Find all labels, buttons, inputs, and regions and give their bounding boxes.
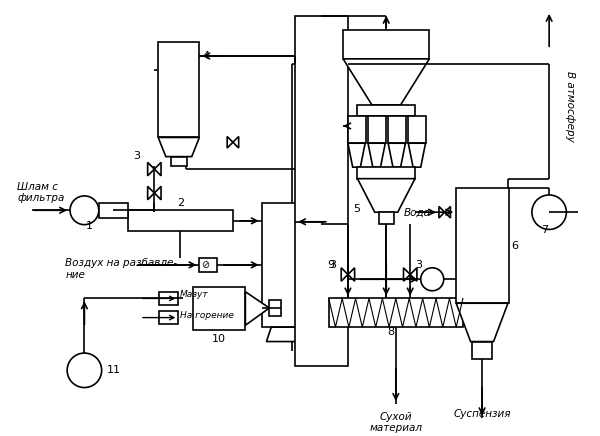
Polygon shape (368, 143, 385, 167)
Polygon shape (388, 143, 406, 167)
Polygon shape (154, 162, 161, 176)
Polygon shape (410, 268, 417, 281)
Bar (159, 292, 178, 305)
Text: 11: 11 (106, 365, 121, 375)
Text: Воздух на разбавле-
ние: Воздух на разбавле- ние (65, 258, 178, 280)
Circle shape (421, 268, 444, 291)
Bar (379, 212, 394, 224)
Polygon shape (154, 186, 161, 200)
Polygon shape (408, 143, 425, 167)
Text: 8: 8 (388, 327, 395, 337)
Text: 4: 4 (202, 51, 209, 61)
Bar (262, 203, 324, 327)
Bar (358, 167, 415, 179)
Text: На горение: На горение (180, 311, 234, 320)
Bar (348, 116, 366, 143)
Text: Суспензия: Суспензия (454, 409, 511, 419)
Bar (158, 41, 199, 137)
Bar (408, 116, 427, 143)
Bar (456, 188, 509, 303)
Polygon shape (445, 207, 451, 218)
Text: Шлам с
фильтра: Шлам с фильтра (17, 181, 65, 203)
Bar (295, 16, 348, 365)
Polygon shape (348, 143, 365, 167)
Text: В атмосферу: В атмосферу (565, 72, 575, 142)
Polygon shape (439, 207, 445, 218)
Text: 7: 7 (541, 225, 548, 235)
Bar (128, 210, 233, 232)
Text: ⊘: ⊘ (202, 260, 209, 270)
Polygon shape (233, 136, 239, 148)
Circle shape (532, 195, 566, 229)
Bar (343, 30, 430, 59)
Polygon shape (158, 137, 199, 157)
Bar (358, 105, 415, 116)
Text: Вода: Вода (403, 207, 430, 217)
Polygon shape (245, 292, 269, 325)
Bar (388, 116, 406, 143)
Circle shape (70, 196, 99, 225)
Polygon shape (341, 268, 348, 281)
Bar (170, 157, 187, 166)
Polygon shape (148, 162, 154, 176)
Text: 9: 9 (327, 260, 334, 270)
Text: 10: 10 (212, 334, 226, 344)
Polygon shape (343, 59, 430, 105)
Text: Мазут: Мазут (180, 290, 209, 299)
Polygon shape (358, 179, 415, 212)
Text: 5: 5 (353, 204, 360, 214)
Bar (269, 300, 281, 316)
Bar (472, 341, 491, 359)
Polygon shape (403, 268, 410, 281)
Polygon shape (227, 136, 233, 148)
Bar (368, 116, 386, 143)
Text: 6: 6 (511, 241, 518, 251)
Text: 3: 3 (415, 260, 422, 270)
Polygon shape (348, 268, 355, 281)
Polygon shape (456, 303, 508, 341)
Bar (199, 258, 217, 272)
Text: 2: 2 (176, 198, 184, 208)
Polygon shape (266, 327, 319, 341)
Text: 1: 1 (86, 221, 92, 232)
Text: Сухой
материал: Сухой материал (370, 412, 422, 433)
Bar (329, 298, 463, 327)
Bar (193, 287, 245, 330)
Bar (99, 203, 128, 218)
Circle shape (67, 353, 101, 388)
Text: 3: 3 (329, 260, 336, 270)
Text: 3: 3 (133, 151, 140, 161)
Bar (159, 311, 178, 324)
Polygon shape (148, 186, 154, 200)
